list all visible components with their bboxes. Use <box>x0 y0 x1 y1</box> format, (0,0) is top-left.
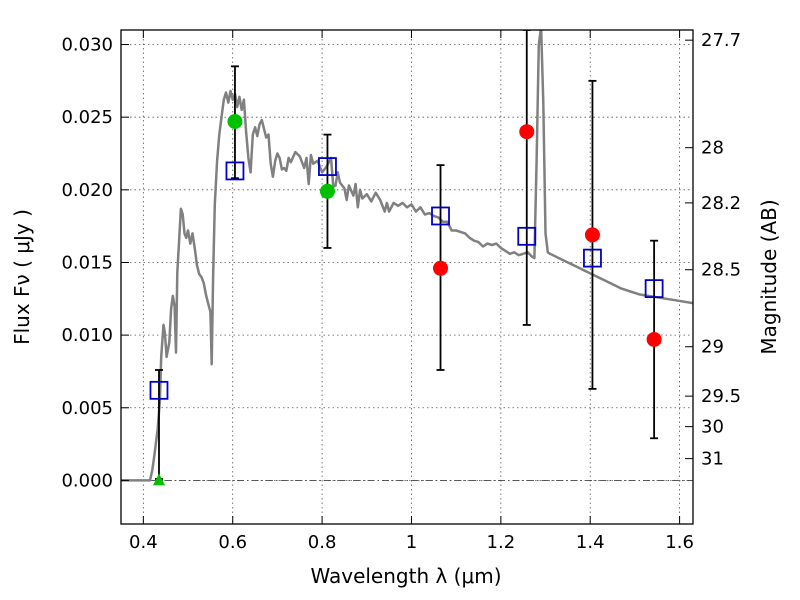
y-tick-label: 0.020 <box>61 180 113 201</box>
open-square-marker <box>225 161 245 181</box>
x-tick-label: 0.4 <box>129 532 158 553</box>
plot-frame <box>120 29 694 525</box>
markers-layer <box>149 114 664 486</box>
open-square-marker <box>149 380 169 400</box>
right-tick-label: 31 <box>701 449 724 470</box>
y-tick-label: 0.025 <box>61 107 113 128</box>
green-circle-marker <box>227 114 243 130</box>
y-axis-title: Flux Fν ( μJy ) <box>10 209 34 345</box>
right-tick-label: 28.5 <box>701 260 741 281</box>
y-tick-label: 0.010 <box>61 325 113 346</box>
green-circle-marker <box>319 183 335 199</box>
y-tick-label: 0.000 <box>61 470 113 491</box>
red-circle-marker <box>519 124 535 140</box>
right-tick-label: 27.7 <box>701 30 741 51</box>
x-tick-label: 1.4 <box>576 532 605 553</box>
grid-lines <box>121 30 693 524</box>
right-tick-label: 29.5 <box>701 386 741 407</box>
right-tick-label: 28.2 <box>701 193 741 214</box>
y-tick-label: 0.015 <box>61 252 113 273</box>
x-tick-label: 1 <box>406 532 417 553</box>
x-tick-label: 0.8 <box>308 532 337 553</box>
tick-labels: 0.4 0.6 0.8 1 1.2 1.4 1.6 0.000 0.005 0.010 0.015 0… <box>61 30 741 553</box>
right-tick-label: 30 <box>701 417 724 438</box>
open-square-marker <box>644 279 664 299</box>
open-square-marker <box>431 206 450 226</box>
y-tick-label: 0.030 <box>61 35 113 56</box>
y-tick-label: 0.005 <box>61 398 113 419</box>
x-tick-label: 0.6 <box>218 532 247 553</box>
axis-ticks <box>121 30 693 524</box>
x-tick-label: 1.2 <box>487 532 516 553</box>
red-circle-marker <box>433 260 449 276</box>
right-tick-label: 29 <box>701 337 724 358</box>
right-axis-title: Magnitude (AB) <box>757 199 781 354</box>
x-tick-label: 1.6 <box>665 532 694 553</box>
open-square-marker <box>583 248 602 268</box>
red-circle-marker <box>646 331 662 347</box>
red-circle-marker <box>584 227 600 243</box>
open-square-marker <box>318 157 337 176</box>
model-spectrum-layer <box>121 30 693 482</box>
green-triangle-marker <box>152 473 165 486</box>
x-axis-title: Wavelength λ (μm) <box>310 564 501 588</box>
model-spectrum-line <box>121 30 693 482</box>
open-square-marker <box>517 226 537 246</box>
right-tick-label: 28 <box>701 138 724 159</box>
